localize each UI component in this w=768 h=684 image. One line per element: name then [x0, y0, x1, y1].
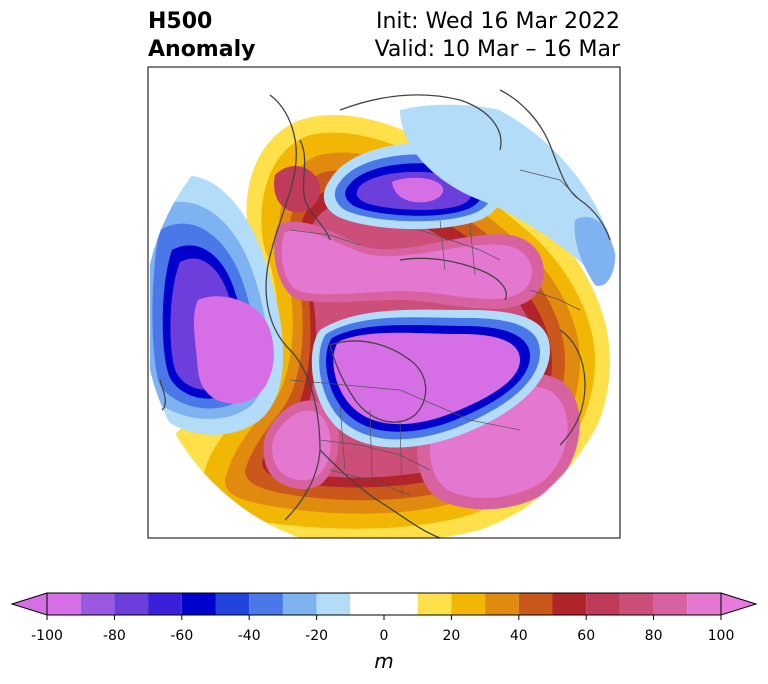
colorbar-swatch [215, 593, 250, 615]
colorbar-swatch [350, 593, 418, 615]
colorbar-swatch [552, 593, 587, 615]
colorbar-swatch [518, 593, 553, 615]
colorbar-swatch [619, 593, 654, 615]
colorbar-swatch [316, 593, 351, 615]
colorbar-swatch [417, 593, 452, 615]
colorbar-swatch [451, 593, 486, 615]
colorbar-under-extension [10, 592, 48, 616]
colorbar-tick-label: -40 [238, 628, 261, 644]
negative-anomaly-west [150, 175, 284, 435]
colorbar-tick-label: 100 [708, 628, 735, 644]
colorbar-ticks: -100 -80 -60 -40 -20 0 20 40 60 80 100 [31, 615, 734, 644]
title-line-1: H500 [148, 9, 213, 34]
valid-range: Valid: 10 Mar – 16 Mar [374, 37, 620, 62]
border-overlay [289, 169, 581, 496]
colorbar-swatches [10, 592, 758, 616]
colorbar-tick-label: -100 [31, 628, 63, 644]
colorbar-swatch [485, 593, 519, 615]
coastline-overlay [159, 89, 611, 538]
colorbar-swatch [282, 593, 317, 615]
colorbar-swatch [80, 593, 115, 615]
title-line-2: Anomaly [148, 37, 256, 62]
anomaly-map [147, 66, 621, 539]
colorbar-tick-label: 80 [645, 628, 663, 644]
colorbar-unit-label: m [374, 649, 393, 673]
colorbar-tick-label: -60 [170, 628, 193, 644]
colorbar-swatch [114, 593, 149, 615]
init-date: Init: Wed 16 Mar 2022 [375, 9, 620, 34]
map-frame [147, 66, 621, 539]
colorbar-swatch [148, 593, 182, 615]
colorbar-tick-label: 40 [510, 628, 528, 644]
colorbar-over-extension [720, 592, 758, 616]
map-title: H500 Anomaly [148, 8, 255, 64]
colorbar-tick-label: 0 [380, 628, 389, 644]
anomaly-field [150, 104, 619, 538]
colorbar-tick-label: 20 [442, 628, 460, 644]
colorbar-tick-label: 60 [577, 628, 595, 644]
colorbar-swatch [586, 593, 620, 615]
colorbar-swatch [249, 593, 283, 615]
map-dates: Init: Wed 16 Mar 2022 Valid: 10 Mar – 16… [375, 8, 620, 64]
colorbar-swatch [687, 593, 721, 615]
colorbar-swatch [47, 593, 81, 615]
colorbar-swatch [181, 593, 216, 615]
colorbar-tick-label: -20 [305, 628, 328, 644]
colorbar-swatch [653, 593, 688, 615]
colorbar-tick-label: -80 [103, 628, 126, 644]
negative-anomaly-canada [311, 309, 550, 448]
